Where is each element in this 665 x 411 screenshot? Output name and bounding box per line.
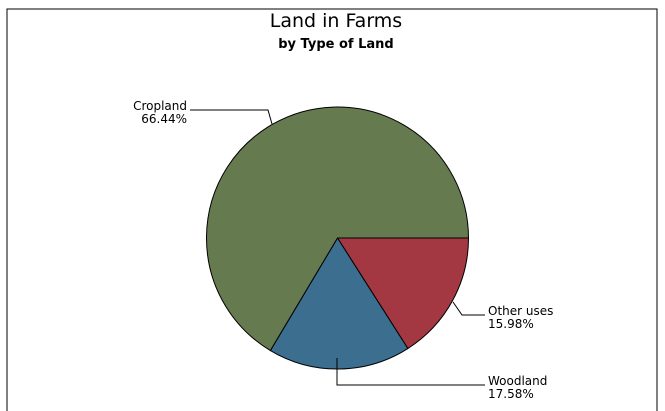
pie-slice-other-uses	[336, 237, 470, 350]
slice-label-other-uses: Other uses	[488, 304, 553, 318]
pie-slice-cropland	[206, 106, 470, 352]
chart-title: Land in Farms	[270, 10, 402, 32]
pie-slices	[206, 106, 470, 370]
slice-value-cropland: 66.44%	[141, 112, 187, 126]
leader-line-cropland	[190, 109, 273, 125]
leader-lines	[190, 109, 485, 386]
slice-label-woodland: Woodland	[488, 374, 547, 388]
slice-value-other-uses: 15.98%	[488, 317, 534, 331]
leader-line-woodland	[336, 358, 485, 386]
leader-line-other-uses	[452, 301, 485, 316]
slice-value-woodland: 17.58%	[488, 387, 534, 401]
slice-label-cropland: Cropland	[133, 99, 187, 113]
chart-subtitle: by Type of Land	[278, 37, 393, 52]
plot-frame	[6, 8, 658, 411]
pie-slice-woodland	[269, 237, 409, 370]
